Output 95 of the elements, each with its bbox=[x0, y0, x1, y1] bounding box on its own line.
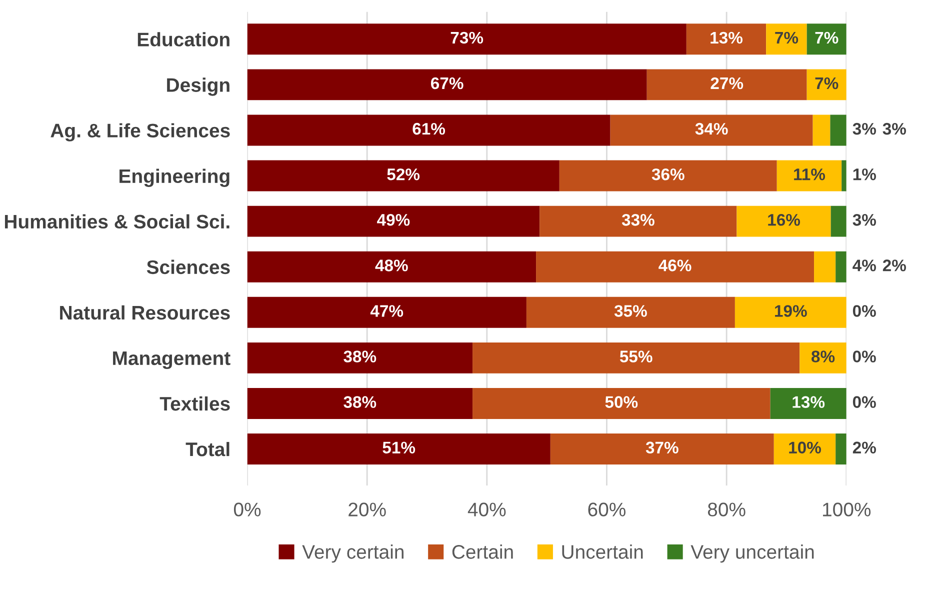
data-label: 55% bbox=[620, 350, 652, 362]
bar bbox=[536, 251, 814, 282]
bar bbox=[247, 296, 526, 328]
data-label: 3% bbox=[882, 122, 906, 135]
x-tick-label: 80% bbox=[708, 502, 746, 516]
data-label: 7% bbox=[775, 32, 798, 44]
data-label: 27% bbox=[710, 77, 744, 90]
y-tick-label: Engineering bbox=[120, 168, 230, 187]
data-label: 36% bbox=[652, 168, 684, 180]
x-tick-label: 100% bbox=[823, 502, 871, 516]
bar bbox=[830, 206, 846, 237]
legend-label: Uncertain bbox=[562, 544, 643, 559]
x-tick-label: 40% bbox=[468, 502, 506, 516]
data-label: 0% bbox=[852, 305, 876, 317]
y-tick-label: Ag. & Life Sciences bbox=[50, 123, 230, 142]
legend-label: Very uncertain bbox=[690, 544, 814, 563]
data-label: 3% bbox=[852, 122, 876, 135]
data-label: 37% bbox=[646, 442, 678, 454]
bar bbox=[526, 296, 735, 328]
bar bbox=[774, 434, 836, 464]
bar bbox=[830, 114, 846, 146]
x-tick-label: 60% bbox=[588, 502, 626, 516]
data-label: 48% bbox=[375, 260, 408, 272]
data-label: 2% bbox=[882, 260, 906, 272]
data-label: 16% bbox=[768, 214, 800, 226]
bar bbox=[247, 388, 473, 419]
y-tick-label: Design bbox=[167, 78, 230, 96]
bar bbox=[247, 24, 686, 55]
data-label: 49% bbox=[377, 214, 410, 226]
y-tick-label: Sciences bbox=[146, 260, 230, 274]
data-label: 19% bbox=[775, 305, 807, 317]
data-label: 2% bbox=[852, 442, 876, 454]
data-label: 38% bbox=[344, 396, 376, 408]
bar bbox=[247, 434, 550, 464]
data-label: 67% bbox=[431, 77, 464, 90]
data-label: 38% bbox=[344, 350, 376, 362]
y-tick-label: Natural Resources bbox=[60, 305, 230, 320]
y-tick-label: Education bbox=[138, 32, 230, 46]
data-label: 13% bbox=[792, 396, 825, 408]
data-label: 73% bbox=[450, 32, 484, 44]
legend-label: Very certain bbox=[302, 544, 404, 563]
bar bbox=[247, 251, 536, 282]
bar bbox=[646, 69, 807, 100]
data-label: 51% bbox=[382, 442, 416, 454]
bar bbox=[610, 114, 813, 146]
bar bbox=[766, 24, 807, 55]
data-label: 11% bbox=[794, 168, 826, 180]
data-label: 7% bbox=[815, 77, 838, 90]
data-label: 0% bbox=[852, 350, 876, 362]
bar bbox=[247, 69, 647, 100]
bar bbox=[806, 69, 846, 100]
data-label: 52% bbox=[387, 168, 420, 180]
bar bbox=[686, 24, 766, 55]
data-label: 8% bbox=[812, 350, 835, 362]
y-tick-label: Management bbox=[113, 352, 230, 370]
bar bbox=[247, 160, 560, 192]
x-tick-label: 20% bbox=[348, 502, 386, 516]
bar bbox=[842, 160, 846, 192]
y-tick-label: Total bbox=[186, 442, 230, 456]
data-label: 61% bbox=[412, 122, 446, 135]
bar bbox=[559, 160, 777, 192]
data-label: 7% bbox=[815, 32, 838, 44]
bar bbox=[247, 206, 540, 237]
data-label: 4% bbox=[852, 260, 876, 272]
bar bbox=[472, 342, 800, 374]
bar bbox=[836, 434, 846, 464]
legend-label: Certain bbox=[452, 544, 513, 559]
data-label: 3% bbox=[852, 214, 876, 226]
bar bbox=[247, 342, 473, 374]
data-label: 35% bbox=[614, 305, 647, 317]
bar bbox=[770, 388, 846, 419]
y-tick-label: Textiles bbox=[160, 396, 230, 411]
bar bbox=[472, 388, 770, 419]
data-label: 34% bbox=[695, 122, 728, 135]
data-label: 10% bbox=[789, 442, 821, 454]
data-label: 50% bbox=[605, 396, 638, 408]
bar bbox=[812, 114, 830, 146]
bar bbox=[736, 206, 831, 237]
bar bbox=[776, 160, 842, 192]
bar bbox=[814, 251, 836, 282]
bar bbox=[800, 342, 846, 374]
y-tick-label: Humanities & Social Sci. bbox=[4, 214, 230, 229]
data-label: 46% bbox=[658, 260, 692, 272]
bar bbox=[806, 24, 846, 55]
bar bbox=[247, 114, 610, 146]
x-tick-label: 0% bbox=[234, 502, 261, 516]
bar bbox=[734, 296, 846, 328]
data-label: 0% bbox=[852, 396, 876, 408]
data-label: 13% bbox=[710, 32, 743, 44]
bar bbox=[836, 251, 846, 282]
data-label: 47% bbox=[370, 305, 404, 317]
data-label: 33% bbox=[622, 214, 654, 226]
bar bbox=[550, 434, 774, 464]
bar bbox=[540, 206, 737, 237]
data-label: 1% bbox=[853, 168, 876, 180]
